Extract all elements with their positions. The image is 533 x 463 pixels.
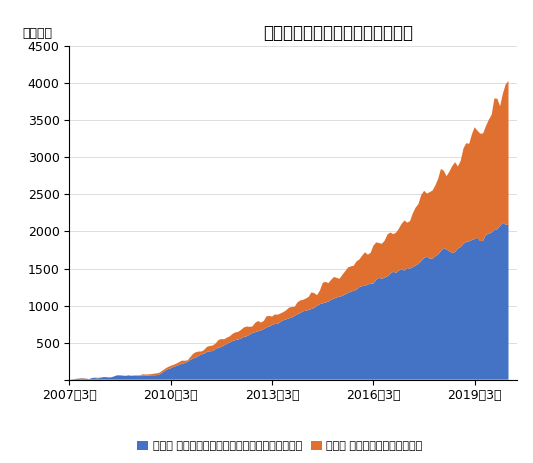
Title: セゾン投信の運用資産残高の推移: セゾン投信の運用資産残高の推移 [263, 24, 413, 42]
Legend: セゾン バンガード・グローバルバランスファンド, セゾン 資産形成の達人ファンド: セゾン バンガード・グローバルバランスファンド, セゾン 資産形成の達人ファンド [133, 437, 427, 456]
Text: （億円）: （億円） [22, 27, 52, 40]
